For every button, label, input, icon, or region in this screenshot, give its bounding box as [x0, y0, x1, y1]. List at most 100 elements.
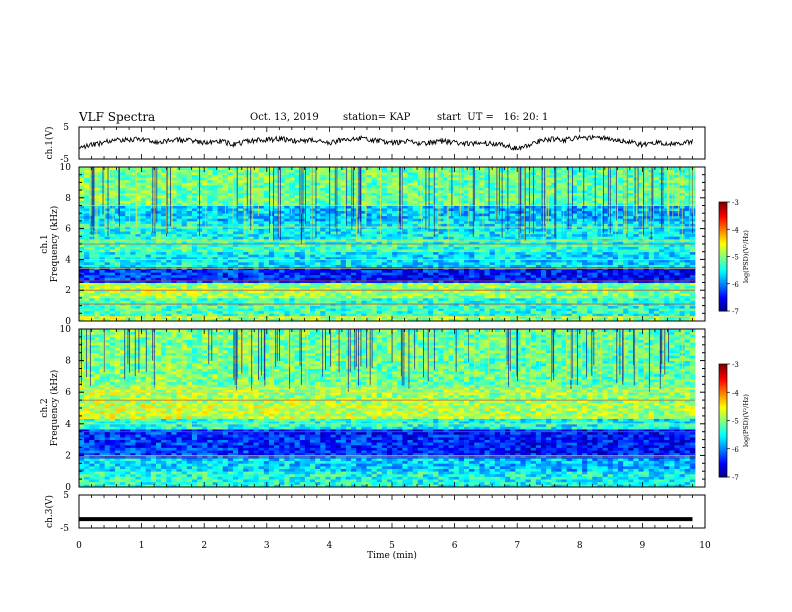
- ch1-spectrogram-cell: [422, 254, 429, 258]
- ch1-spectrogram-cell: [417, 287, 424, 291]
- ch1-spectrogram-cell: [166, 254, 172, 258]
- ch1-spectrogram-cell: [89, 292, 95, 296]
- ch1-spectrogram-cell: [674, 279, 680, 283]
- ch1-spectrogram-cell: [438, 282, 444, 286]
- ch1-spectrogram-cell: [191, 264, 198, 268]
- ch1-spectrogram-cell: [428, 264, 434, 268]
- ch1-spectrogram-cell: [248, 290, 254, 294]
- ch1-spectrogram-cell: [335, 226, 342, 229]
- ch1-spectrogram-cell: [612, 287, 619, 291]
- ch1-spectrogram-cell: [274, 308, 280, 312]
- ch1-spectrogram-cell: [371, 241, 378, 245]
- ch1-spectrogram-cell: [479, 272, 485, 276]
- ch1-spectrogram-cell: [335, 264, 342, 268]
- ch1-spectrogram-cell: [84, 297, 90, 301]
- ch1-spectrogram-cell: [463, 303, 470, 306]
- ch1-spectrogram-cell: [304, 244, 311, 247]
- ch1-spectrogram-cell: [484, 231, 491, 235]
- ch1-spectrogram-cell: [392, 215, 398, 219]
- ch1-spectrogram-cell: [623, 228, 629, 232]
- ch1-spectrogram-cell: [212, 303, 218, 306]
- ch1-spectrogram-cell: [412, 228, 419, 232]
- ch1-spectrogram-cell: [612, 249, 619, 253]
- ch1-spectrogram-cell: [510, 259, 516, 263]
- ch1-spectrogram-cell: [320, 223, 326, 227]
- ch1-spectrogram-cell: [130, 246, 136, 250]
- ch1-spectrogram-cell: [294, 254, 301, 258]
- ch1-spectrogram-cell: [612, 315, 619, 319]
- ch1-spectrogram-cell: [582, 244, 588, 247]
- ch1-spectrogram-cell: [274, 305, 280, 309]
- ch1-spectrogram-cell: [176, 226, 183, 229]
- ch1-spectrogram-cell: [186, 282, 193, 286]
- ch1-spectrogram-cell: [684, 282, 691, 286]
- ch1-spectrogram-cell: [89, 272, 95, 276]
- ch1-spectrogram-cell: [679, 279, 686, 283]
- ch1-spectrogram-cell: [484, 220, 491, 224]
- ch1-spectrogram-cell: [566, 315, 573, 319]
- ch1-spectrogram-cell: [304, 290, 311, 294]
- ch1-spectrogram-cell: [397, 238, 403, 242]
- ch1-spectrogram-cell: [366, 274, 372, 278]
- ch1-spectrogram-cell: [515, 231, 521, 235]
- ch1-spectrogram-cell: [443, 238, 449, 242]
- ch1-spectrogram-cell: [109, 231, 116, 235]
- ch1-spectrogram-cell: [474, 228, 480, 232]
- ch1-spectrogram-cell: [433, 223, 439, 227]
- ch1-spectrogram-cell: [217, 256, 224, 260]
- ch1-spectrogram-cell: [351, 256, 357, 260]
- ch1-spectrogram-cell: [494, 285, 501, 289]
- ch1-spectrogram-cell: [479, 246, 485, 250]
- ch1-spectrogram-cell: [284, 269, 290, 273]
- ch1-spectrogram-cell: [248, 220, 254, 224]
- ch1-spectrogram-cell: [535, 315, 542, 319]
- ch1-spectrogram-cell: [222, 287, 229, 291]
- ch1-spectrogram-cell: [638, 300, 645, 304]
- ch1-spectrogram-cell: [571, 226, 578, 229]
- ch1-spectrogram-cell: [458, 274, 465, 278]
- ch1-spectrogram-cell: [320, 303, 326, 306]
- ch1-spectrogram-cell: [633, 226, 639, 229]
- ch1-spectrogram-cell: [540, 251, 547, 255]
- ch1-spectrogram-cell: [638, 285, 645, 289]
- ch1-spectrogram-cell: [551, 300, 557, 304]
- ch1-spectrogram-cell: [659, 308, 665, 312]
- ch1-spectrogram-cell: [556, 226, 562, 229]
- ch1-spectrogram-cell: [463, 254, 470, 258]
- ch1-spectrogram-cell: [638, 231, 645, 235]
- ch1-spectrogram-cell: [274, 290, 280, 294]
- ch1-spectrogram-cell: [84, 246, 90, 250]
- ch1-spectrogram-cell: [186, 261, 193, 265]
- ch1-spectrogram-cell: [84, 249, 90, 253]
- ch1-spectrogram-cell: [114, 244, 121, 247]
- ch1-spectrogram-cell: [674, 315, 680, 319]
- ch1-spectrogram-cell: [407, 274, 414, 278]
- ch1-spectrogram-cell: [515, 264, 521, 268]
- ch1-spectrogram-cell: [386, 228, 393, 232]
- ch1-spectrogram-cell: [612, 292, 619, 296]
- ch1-spectrogram-cell: [546, 261, 552, 265]
- ch1-spectrogram-cell: [397, 274, 403, 278]
- ch1-spectrogram-cell: [617, 236, 624, 240]
- ch1-spectrogram-cell: [89, 313, 95, 317]
- ch1-spectrogram-cell: [443, 264, 449, 268]
- ch1-spectrogram-cell: [104, 246, 111, 250]
- ch1-spectrogram-cell: [351, 238, 357, 242]
- ch1-spectrogram-cell: [243, 290, 249, 294]
- ch1-spectrogram-cell: [669, 251, 675, 255]
- ch1-spectrogram-cell: [120, 292, 126, 296]
- ch1-spectrogram-cell: [161, 236, 167, 240]
- ch1-spectrogram-cell: [530, 259, 537, 263]
- ch1-spectrogram-cell: [227, 308, 234, 312]
- ch1-spectrogram-cell: [243, 244, 249, 247]
- ch1-spectrogram-cell: [125, 215, 131, 219]
- ch1-spectrogram-cell: [561, 279, 568, 283]
- ch1-spectrogram-cell: [345, 261, 352, 265]
- ch1-spectrogram-cell: [191, 226, 198, 229]
- ch1-spectrogram-cell: [330, 233, 337, 237]
- ch1-spectrogram-cell: [294, 300, 301, 304]
- ch1-spectrogram-cell: [412, 300, 419, 304]
- ch1-spectrogram-cell: [325, 223, 331, 227]
- ch1-spectrogram-cell: [659, 236, 665, 240]
- ch1-spectrogram-cell: [530, 249, 537, 253]
